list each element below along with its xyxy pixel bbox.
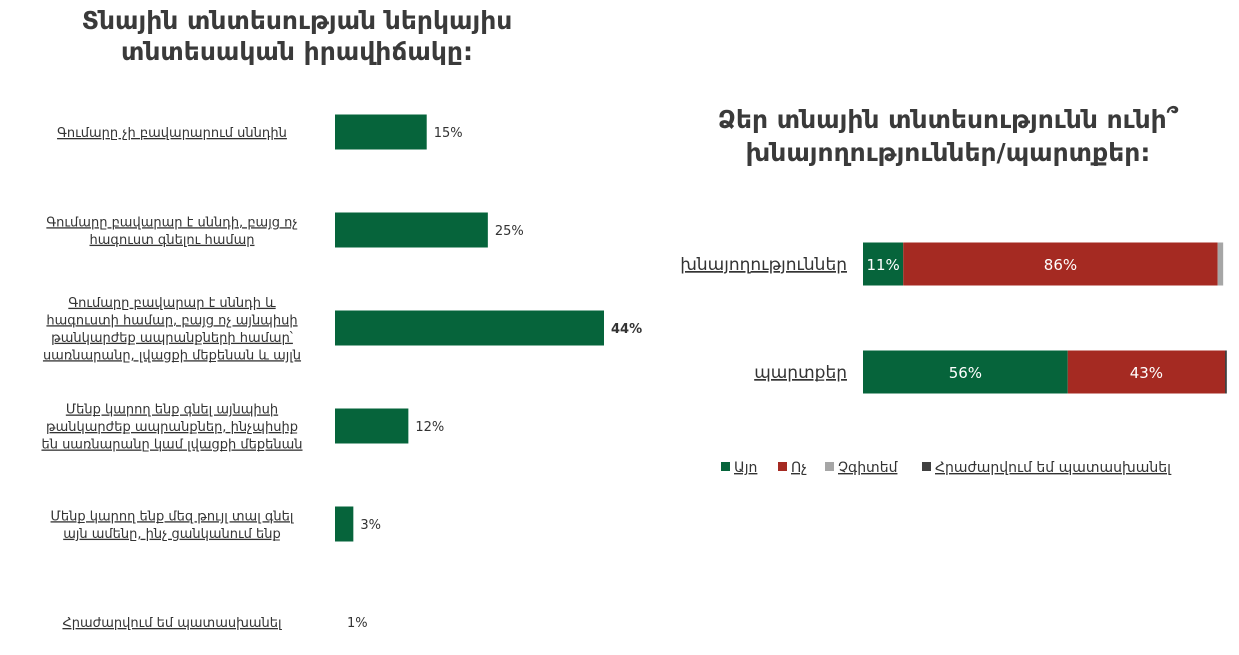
- chart2-value-label: 11%: [866, 256, 899, 274]
- chart1-bar: [335, 114, 427, 150]
- chart1-bar: [335, 212, 488, 248]
- chart1-category-label: են սառնարանը կամ լվացքի մեքենան: [41, 438, 302, 453]
- chart1-title: Տնային տնտեսության ներկայիս: [82, 6, 513, 35]
- chart2-bar-segment: [1217, 242, 1224, 286]
- chart1-category-label: Մենք կարող ենք մեզ թույլ տալ գնել: [51, 509, 294, 524]
- legend-label: Հրաժարվում եմ պատասխանել: [935, 460, 1172, 476]
- chart2-bar-segment: [903, 242, 1218, 286]
- chart2-category-label: պարտքեր: [754, 363, 847, 383]
- legend-label: Ոչ: [791, 460, 807, 476]
- chart2-bar-segment: [1067, 350, 1225, 394]
- chart1-category-label: սառնարանը, լվացքի մեքենան և այլն: [43, 348, 301, 363]
- chart1-category-label: Գումարը բավարար է սննդի, բայց ոչ: [46, 215, 297, 230]
- chart1-category-label: Մենք կարող ենք գնել այնպիսի: [66, 403, 278, 418]
- chart2-value-label: 56%: [949, 364, 982, 382]
- chart2-value-label: 43%: [1130, 364, 1163, 382]
- chart1-category-label: թանկարժեք ապրանքների համար՝: [51, 331, 294, 346]
- chart1-bar: [335, 408, 409, 444]
- chart1-value-label: 15%: [434, 126, 463, 141]
- chart1-value-label: 1%: [347, 616, 368, 631]
- chart2-bar-segment: [863, 242, 904, 286]
- chart2-title: խնայողություններ/պարտքեր:: [746, 138, 1151, 167]
- chart1-category-label: Հրաժարվում եմ պատասխանել: [62, 616, 282, 631]
- chart1-category-label: այն ամենը, ինչ ցանկանում ենք: [63, 527, 281, 542]
- chart1-bar: [335, 506, 354, 542]
- legend-label: Չգիտեմ: [838, 460, 899, 476]
- legend-swatch: [922, 462, 931, 471]
- chart1-value-label: 25%: [495, 224, 524, 239]
- legend-swatch: [825, 462, 834, 471]
- chart2-bar-segment: [1225, 350, 1227, 394]
- legend-swatch: [778, 462, 787, 471]
- chart1-category-label: թանկարժեք ապրանքներ, ինչպիսիք: [46, 420, 298, 435]
- chart2-category-label: խնայողություններ: [680, 255, 847, 275]
- chart1-value-label: 44%: [611, 322, 642, 337]
- chart1-title: տնտեսական իրավիճակը:: [121, 37, 473, 66]
- legend-swatch: [721, 462, 730, 471]
- chart1-category-label: Գումարը բավարար է սննդի և: [68, 296, 276, 311]
- chart1-category-label: Գումարը չի բավարարում սննդին: [57, 126, 287, 141]
- chart1-value-label: 3%: [360, 518, 381, 533]
- legend-label: Այո: [734, 460, 757, 476]
- chart1-category-label: հագուստ գնելու համար: [90, 233, 255, 248]
- chart1-category-label: հագուստի համար, բայց ոչ այնպիսի: [46, 313, 297, 328]
- chart1-bar: [335, 310, 604, 346]
- chart2-value-label: 86%: [1044, 256, 1077, 274]
- chart1-value-label: 12%: [415, 420, 444, 435]
- chart2-title: Ձեր տնային տնտեսությունն ունի՞: [718, 105, 1179, 134]
- chart2-bar-segment: [863, 350, 1068, 394]
